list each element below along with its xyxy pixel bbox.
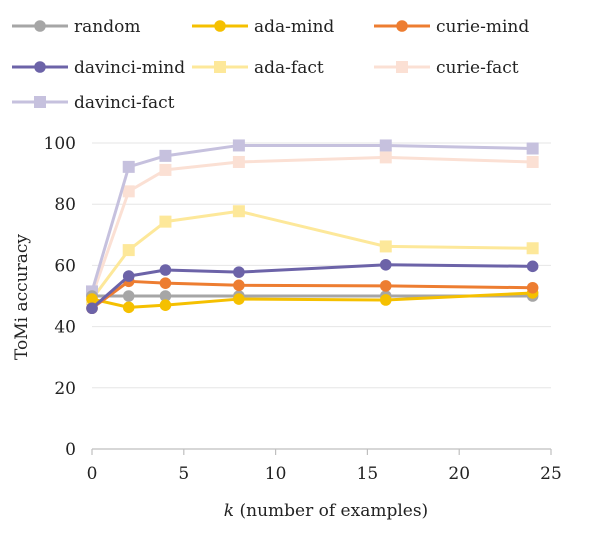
x-tick-label: 20 bbox=[448, 464, 470, 484]
series-line-ada-mind bbox=[91, 291, 533, 309]
legend-marker bbox=[214, 61, 226, 73]
data-point-ada-mind bbox=[233, 293, 245, 305]
data-point-ada-fact bbox=[159, 215, 172, 228]
data-point-ada-mind bbox=[159, 299, 172, 311]
legend-item-davinci-mind: davinci-mind bbox=[12, 58, 185, 78]
legend-label: random bbox=[74, 17, 140, 37]
legend-item-curie-fact: curie-fact bbox=[374, 58, 519, 78]
data-point-davinci-mind bbox=[86, 302, 98, 315]
data-point-davinci-mind bbox=[233, 266, 245, 278]
y-tick-label: 20 bbox=[54, 379, 76, 399]
data-point-random bbox=[122, 290, 135, 302]
y-tick-label: 0 bbox=[65, 440, 76, 460]
series-line-davinci-mind bbox=[91, 263, 533, 310]
x-tick-label: 10 bbox=[265, 464, 287, 484]
legend-label: curie-mind bbox=[436, 17, 529, 37]
data-point-ada-fact bbox=[122, 244, 135, 257]
data-point-ada-fact bbox=[526, 242, 539, 255]
series-curie-fact bbox=[86, 151, 539, 302]
legend-item-curie-mind: curie-mind bbox=[374, 17, 529, 37]
axes bbox=[91, 448, 552, 455]
x-tick-label: 0 bbox=[87, 464, 98, 484]
data-point-davinci-fact bbox=[159, 149, 172, 162]
legend-marker bbox=[396, 20, 408, 32]
legend-label: curie-fact bbox=[436, 58, 519, 78]
data-point-ada-mind bbox=[86, 293, 98, 305]
data-point-curie-fact bbox=[526, 155, 539, 168]
data-point-davinci-fact bbox=[232, 139, 245, 152]
x-tick-label: 15 bbox=[357, 464, 379, 484]
x-axis-title-rest: (number of examples) bbox=[234, 501, 428, 521]
data-point-davinci-fact bbox=[379, 139, 392, 152]
series-davinci-mind bbox=[86, 258, 539, 315]
data-point-davinci-mind bbox=[526, 260, 539, 273]
y-axis-title: ToMi accuracy bbox=[12, 234, 32, 360]
x-tick-label: 25 bbox=[540, 464, 562, 484]
data-point-curie-fact bbox=[379, 151, 392, 164]
legend-item-davinci-fact: davinci-fact bbox=[12, 93, 175, 113]
data-point-curie-fact bbox=[159, 163, 172, 176]
legend-item-ada-fact: ada-fact bbox=[192, 58, 324, 78]
legend: random ada-mind curie-mind davinci-mind ada-… bbox=[12, 17, 529, 113]
data-point-davinci-mind bbox=[159, 264, 172, 276]
data-point-ada-fact bbox=[232, 205, 245, 218]
series-ada-fact bbox=[86, 205, 539, 306]
legend-marker bbox=[34, 96, 46, 108]
data-point-ada-fact bbox=[379, 240, 392, 253]
series-line-curie-fact bbox=[90, 155, 533, 297]
data-point-curie-fact bbox=[122, 185, 135, 198]
x-axis-title: k (number of examples) bbox=[224, 501, 428, 521]
y-tick-label: 100 bbox=[44, 134, 76, 154]
legend-label: davinci-fact bbox=[74, 93, 175, 113]
series-line-curie-mind bbox=[91, 279, 533, 310]
legend-marker bbox=[34, 20, 46, 32]
data-point-davinci-mind bbox=[379, 258, 392, 271]
tick-labels: 0 20 40 60 80 100 0 5 10 15 20 25 bbox=[44, 134, 562, 484]
legend-marker bbox=[34, 61, 46, 73]
data-point-curie-mind bbox=[159, 277, 172, 289]
data-point-davinci-fact bbox=[122, 160, 135, 173]
y-tick-label: 80 bbox=[54, 195, 76, 215]
x-axis-title-variable: k bbox=[224, 501, 234, 521]
data-point-ada-mind bbox=[379, 294, 392, 306]
data-point-curie-fact bbox=[232, 155, 245, 168]
series-line-ada-fact bbox=[90, 209, 533, 300]
legend-marker bbox=[396, 61, 408, 73]
data-point-random bbox=[159, 290, 172, 302]
y-tick-label: 40 bbox=[54, 318, 76, 338]
series-davinci-fact bbox=[86, 139, 539, 298]
legend-item-ada-mind: ada-mind bbox=[192, 17, 334, 37]
data-point-davinci-mind bbox=[122, 270, 135, 282]
legend-marker bbox=[214, 20, 226, 32]
x-tick-label: 5 bbox=[178, 464, 189, 484]
data-point-curie-mind bbox=[526, 281, 539, 294]
series-line-davinci-fact bbox=[90, 143, 533, 292]
legend-label: davinci-mind bbox=[74, 58, 185, 78]
data-point-curie-mind bbox=[233, 279, 245, 292]
legend-item-random: random bbox=[12, 17, 140, 37]
series-ada-mind bbox=[86, 287, 539, 314]
legend-label: ada-fact bbox=[254, 58, 324, 78]
y-tick-label: 60 bbox=[54, 256, 76, 276]
data-point-ada-mind bbox=[122, 301, 135, 314]
legend-label: ada-mind bbox=[254, 17, 334, 37]
data-point-curie-mind bbox=[379, 280, 392, 292]
series-group bbox=[86, 139, 539, 315]
data-point-davinci-fact bbox=[526, 142, 539, 155]
